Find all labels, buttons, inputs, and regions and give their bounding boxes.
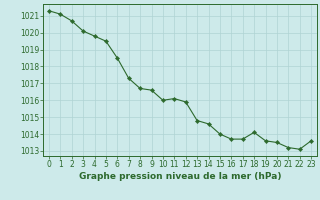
X-axis label: Graphe pression niveau de la mer (hPa): Graphe pression niveau de la mer (hPa) xyxy=(79,172,281,181)
